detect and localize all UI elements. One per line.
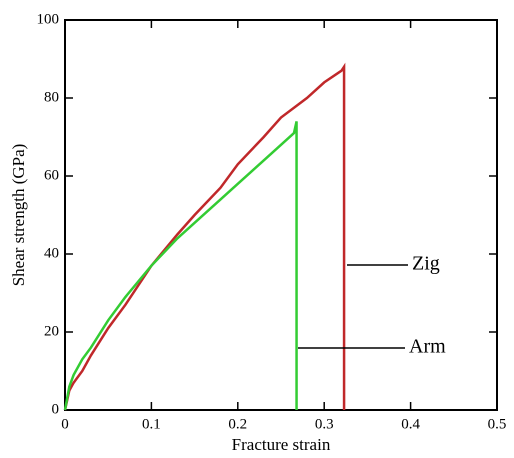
plot-frame xyxy=(64,19,498,411)
x-tick-label: 0.4 xyxy=(401,416,420,432)
x-axis-label: Fracture strain xyxy=(232,435,331,454)
y-tick-label: 60 xyxy=(44,167,59,183)
x-tick-label: 0.5 xyxy=(488,416,507,432)
series-line xyxy=(63,62,346,411)
x-tick-label: 0.2 xyxy=(228,416,247,432)
series-label: Arm xyxy=(409,336,446,358)
x-tick-label: 0.1 xyxy=(142,416,161,432)
series-label: Zig xyxy=(412,253,440,275)
x-tick-label: 0.3 xyxy=(315,416,334,432)
y-tick-label: 20 xyxy=(44,323,59,339)
x-tick-label: 0 xyxy=(61,416,69,432)
y-tick-label: 100 xyxy=(37,11,60,27)
y-tick-label: 40 xyxy=(44,245,59,261)
series-line xyxy=(63,121,298,411)
y-axis-label: Shear strength (GPa) xyxy=(9,144,28,287)
y-tick-label: 0 xyxy=(52,401,60,417)
y-tick-label: 80 xyxy=(44,89,59,105)
